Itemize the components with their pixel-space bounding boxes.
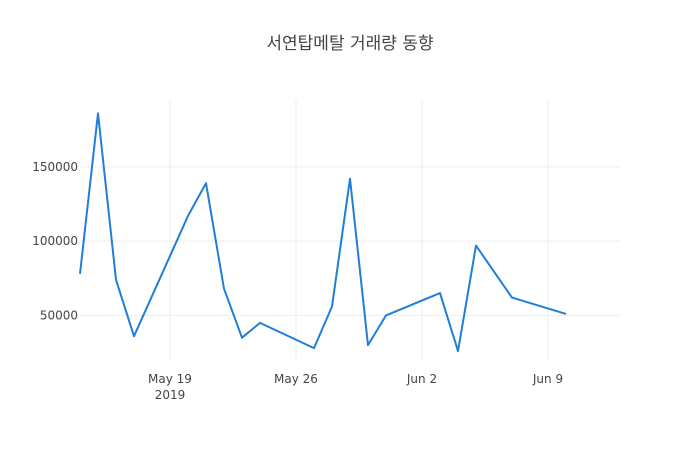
x-tick-label: Jun 9 xyxy=(532,372,563,386)
plot-area xyxy=(79,112,567,353)
y-tick-label: 50000 xyxy=(40,308,78,322)
x-axis: May 19 2019 May 26 Jun 2 Jun 9 xyxy=(148,372,563,402)
grid xyxy=(80,100,620,360)
y-tick-label: 100000 xyxy=(32,234,78,248)
y-tick-label: 150000 xyxy=(32,160,78,174)
chart-title: 서연탑메탈 거래량 동향 xyxy=(266,34,433,54)
y-axis: 50000 100000 150000 xyxy=(32,160,78,323)
x-tick-year-label: 2019 xyxy=(155,388,186,402)
series-line xyxy=(79,112,567,353)
x-tick-label: May 19 xyxy=(148,372,192,386)
x-tick-label: Jun 2 xyxy=(406,372,437,386)
x-tick-label: May 26 xyxy=(274,372,318,386)
